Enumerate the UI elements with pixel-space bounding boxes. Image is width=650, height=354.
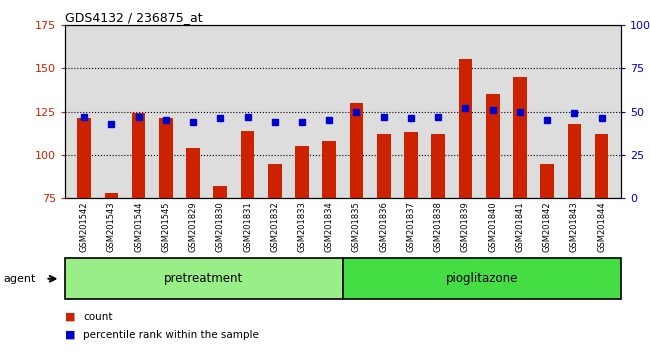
Text: pretreatment: pretreatment: [164, 272, 244, 285]
Bar: [65, 258, 343, 299]
Bar: [459, 59, 473, 198]
Bar: [240, 131, 254, 198]
Text: agent: agent: [3, 274, 36, 284]
Bar: [513, 77, 526, 198]
Bar: [132, 113, 146, 198]
Text: ■: ■: [65, 330, 75, 339]
Bar: [159, 119, 173, 198]
Bar: [187, 148, 200, 198]
Bar: [432, 134, 445, 198]
Bar: [595, 134, 608, 198]
Text: count: count: [83, 312, 112, 322]
Bar: [343, 258, 621, 299]
Text: GDS4132 / 236875_at: GDS4132 / 236875_at: [65, 11, 203, 24]
Text: ■: ■: [65, 312, 75, 322]
Bar: [268, 164, 281, 198]
Bar: [295, 146, 309, 198]
Text: pioglitazone: pioglitazone: [446, 272, 518, 285]
Bar: [540, 164, 554, 198]
Bar: [213, 186, 227, 198]
Bar: [350, 103, 363, 198]
Bar: [77, 119, 91, 198]
Bar: [322, 141, 336, 198]
Bar: [377, 134, 391, 198]
Bar: [567, 124, 581, 198]
Bar: [105, 193, 118, 198]
Text: percentile rank within the sample: percentile rank within the sample: [83, 330, 259, 339]
Bar: [404, 132, 418, 198]
Bar: [486, 94, 499, 198]
